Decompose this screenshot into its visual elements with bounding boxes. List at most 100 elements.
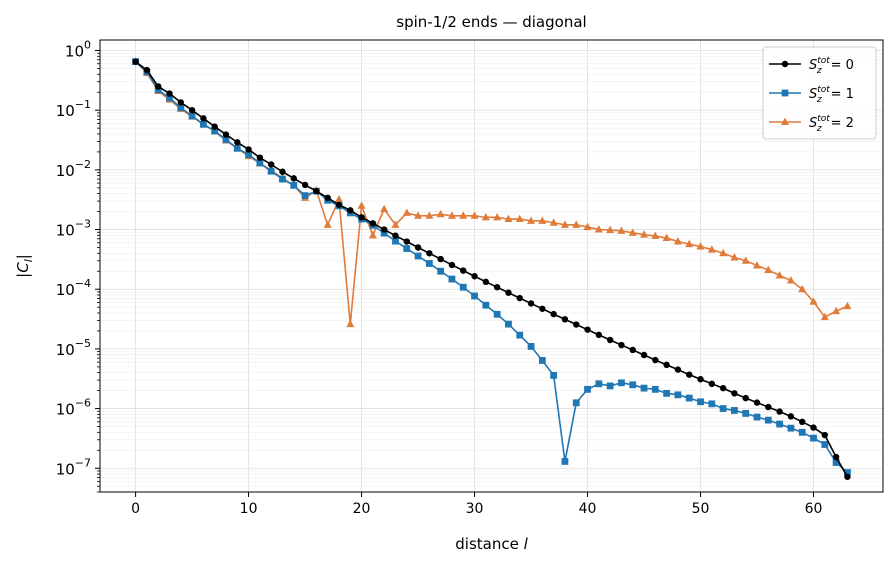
data-point [595, 331, 603, 339]
data-point [787, 424, 795, 432]
data-point [573, 321, 580, 328]
data-point [844, 473, 851, 480]
data-point [279, 175, 286, 183]
data-point [177, 99, 184, 106]
data-point [781, 89, 789, 97]
data-point [663, 361, 670, 369]
data-point [346, 319, 355, 328]
data-point [482, 278, 490, 286]
x-axis-label: distance l [455, 535, 528, 553]
data-point [606, 225, 615, 234]
data-point [403, 238, 410, 245]
legend-label-value: = 2 [831, 116, 854, 131]
plot-frame [99, 39, 884, 493]
data-point [550, 371, 558, 379]
data-point [154, 83, 162, 90]
legend-label: Stot z = 2 [809, 114, 854, 134]
data-point [843, 301, 852, 310]
x-axis-label-text: distance l [455, 535, 528, 553]
data-point [561, 458, 569, 465]
data-point [527, 300, 535, 307]
data-point [776, 420, 784, 428]
data-point [742, 394, 749, 402]
data-point [290, 181, 298, 189]
data-point [583, 222, 592, 231]
data-point [392, 237, 399, 245]
data-point [708, 380, 716, 388]
data-point [380, 226, 388, 233]
data-point [459, 211, 468, 219]
data-point [234, 139, 241, 146]
y-tick-label-base: 10 [56, 162, 75, 180]
data-point [629, 346, 636, 354]
data-point [199, 120, 207, 128]
data-point [651, 385, 659, 393]
x-axis-label-word: distance [455, 535, 523, 553]
data-point [640, 230, 649, 238]
data-point [460, 267, 467, 274]
data-point [560, 220, 569, 228]
data-point [798, 284, 807, 293]
legend-label: Stot z = 0 [809, 56, 854, 76]
data-point [685, 394, 693, 402]
data-point [143, 66, 151, 74]
y-tick-label-exponent: 0 [84, 39, 91, 52]
legend-box [762, 46, 877, 140]
data-point [290, 175, 297, 182]
data-point [279, 168, 286, 175]
data-point [527, 216, 536, 224]
data-point [493, 284, 501, 291]
data-point [437, 255, 444, 263]
data-point [471, 292, 478, 300]
y-axis-label-main: |C [14, 262, 32, 278]
data-point [436, 209, 445, 218]
data-point [347, 207, 354, 214]
data-point [392, 232, 399, 239]
data-point [301, 181, 309, 189]
data-point [832, 459, 840, 466]
data-point [798, 428, 806, 436]
data-point [414, 211, 423, 219]
data-point [437, 267, 445, 275]
data-point [572, 220, 581, 228]
y-tick-label-base: 10 [56, 401, 75, 419]
y-tick-label: 10−1 [56, 98, 91, 120]
data-point [719, 248, 728, 257]
data-point [482, 301, 490, 309]
data-point [731, 407, 738, 414]
y-tick-label-exponent: −7 [75, 456, 91, 469]
y-tick-label: 10−4 [56, 277, 91, 299]
series-layer [131, 57, 852, 480]
series-line [135, 61, 849, 478]
data-point [493, 212, 502, 221]
data-point [200, 115, 207, 122]
y-tick-label: 10−2 [56, 158, 91, 180]
legend-label-subscript: z [816, 66, 822, 76]
data-point [629, 381, 637, 389]
data-point [821, 441, 829, 448]
x-axis: 0 10 20 30 40 50 60 [131, 492, 822, 517]
y-axis-label-subscript: l [22, 259, 35, 262]
data-point [515, 214, 524, 223]
x-tick-label: 0 [131, 501, 140, 517]
data-point [368, 230, 377, 239]
data-point [425, 260, 433, 267]
legend-entry: Stot z = 2 [769, 114, 854, 134]
data-point [775, 271, 784, 279]
data-point [820, 312, 829, 321]
data-point [369, 220, 377, 227]
data-point [697, 376, 704, 383]
data-point [686, 371, 693, 378]
legend-label-symbol: S [809, 58, 817, 73]
y-tick-label-base: 10 [56, 460, 75, 478]
y-tick-label-exponent: −2 [75, 158, 91, 171]
y-axis-label-text: |Cl| [14, 254, 35, 278]
data-point [222, 131, 230, 138]
data-point [617, 226, 626, 234]
legend-entry: Stot z = 0 [769, 56, 854, 76]
data-point [787, 413, 795, 420]
x-tick-label: 30 [466, 501, 484, 517]
data-point [595, 380, 603, 388]
